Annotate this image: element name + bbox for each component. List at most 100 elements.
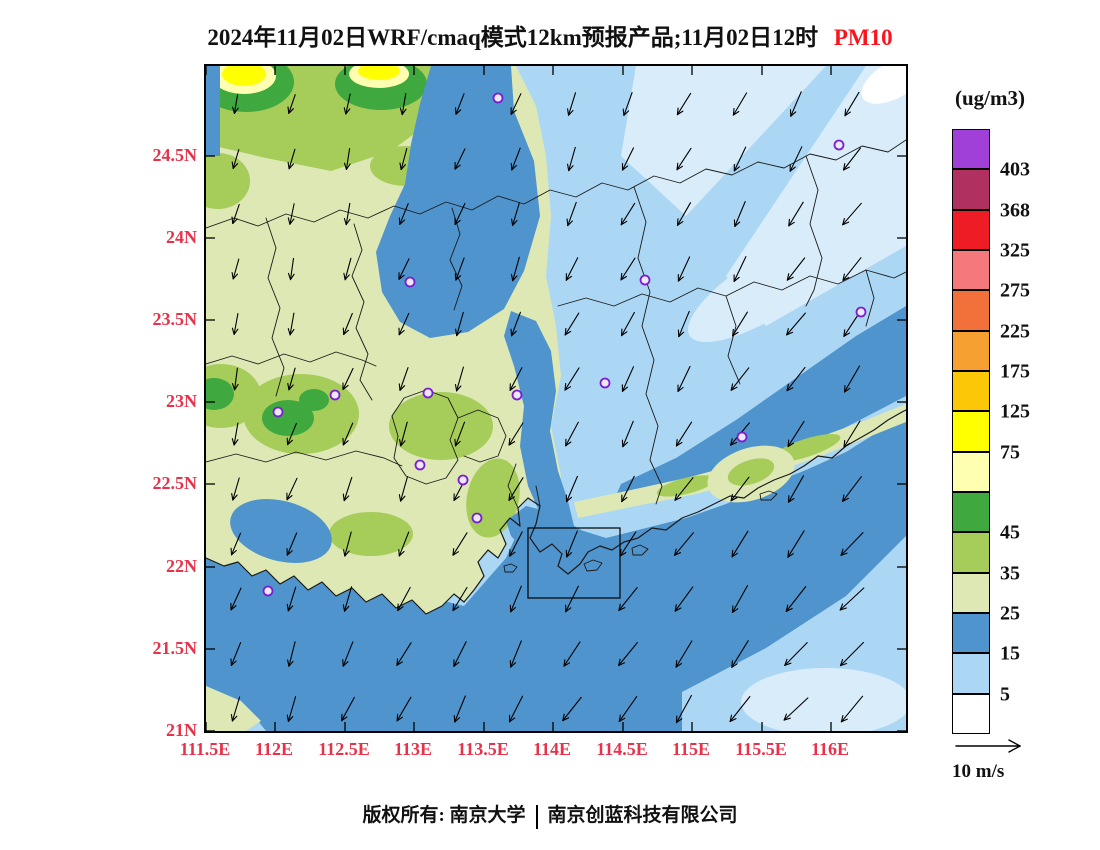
wind-arrow-head [288, 108, 294, 114]
lon-axis-label: 113.5E [457, 739, 509, 759]
lat-axis-label: 22.5N [152, 473, 198, 493]
legend-swatch [952, 451, 990, 492]
wind-arrow [452, 532, 468, 556]
wind-arrow-head [730, 383, 734, 391]
wind-arrow-head [288, 660, 294, 667]
legend-units: (ug/m3) [955, 86, 1025, 110]
wind-arrow-head [511, 330, 517, 337]
wind-arrow [231, 696, 241, 722]
wind-arrow-head [731, 608, 739, 613]
wind-arrow-head [784, 662, 792, 666]
wind-arrow [289, 203, 295, 225]
wind-arrow-head [396, 658, 399, 666]
wind-arrow-head [399, 162, 402, 171]
wind-arrow [568, 146, 576, 172]
legend-value: 175 [1000, 360, 1030, 383]
wind-arrow-head [232, 273, 239, 280]
legend-row: 175 [952, 330, 1030, 382]
wind-arrow-head [730, 386, 738, 391]
wind-arrow-head [452, 606, 460, 612]
wind-arrow [341, 696, 355, 722]
wind-arrow-head [508, 496, 516, 501]
wind-arrow [674, 532, 694, 556]
wind-arrow [675, 640, 693, 668]
wind-arrow-head [676, 162, 679, 171]
wind-arrow [787, 420, 805, 448]
wind-arrow-head [842, 217, 845, 226]
city-marker [329, 389, 341, 401]
wind-arrow-head [843, 387, 851, 393]
legend-swatch [952, 572, 990, 613]
wind-arrow-head [730, 497, 738, 502]
estuary-focus-box [527, 527, 621, 599]
wind-arrow [622, 420, 634, 448]
wind-arrow [453, 641, 467, 667]
wind-arrow-head [784, 658, 788, 666]
wind-arrow-head [562, 717, 570, 722]
legend-swatch [952, 129, 990, 170]
contour-fill-layer [206, 66, 906, 731]
wind-arrow [621, 366, 635, 392]
wind-arrow-head [675, 660, 678, 668]
wind-arrow-head [396, 713, 399, 722]
wind-arrow-head [400, 495, 406, 502]
wind-arrow [730, 367, 750, 391]
wind-arrow [618, 641, 638, 667]
wind-arrow [675, 421, 693, 447]
wind-arrow-head [620, 220, 628, 226]
wind-arrow [732, 311, 748, 337]
wind-arrow-head [786, 387, 794, 392]
wind-arrow-head [287, 659, 290, 667]
legend-swatch [952, 612, 990, 654]
wind-arrow [783, 697, 809, 721]
wind-arrow-head [840, 718, 848, 723]
wind-arrow-head [619, 549, 622, 557]
wind-arrow-head [345, 218, 351, 226]
wind-arrow [839, 641, 865, 667]
wind-arrow [400, 421, 408, 447]
wind-arrow [621, 147, 635, 171]
wind-arrow-head [783, 717, 791, 721]
wind-arrow-head [842, 166, 850, 171]
wind-arrow [342, 422, 354, 446]
legend-row [952, 451, 990, 493]
wind-arrow [734, 201, 746, 227]
wind-arrow-head [455, 275, 462, 281]
wind-arrow-head [565, 607, 572, 613]
wind-arrow-head [508, 441, 516, 446]
wind-arrow-head [567, 109, 574, 116]
wind-arrow-head [401, 108, 407, 116]
wind-arrow-head [342, 440, 349, 446]
wind-arrow-head [512, 275, 518, 282]
wind-arrow-head [454, 717, 461, 723]
legend-swatch [952, 249, 990, 291]
legend-row: 368 [952, 169, 1030, 221]
wind-arrow-head [454, 219, 461, 226]
wind-arrow-head [342, 384, 349, 391]
wind-arrow-head [230, 605, 237, 611]
wind-arrow [233, 94, 239, 114]
wind-arrow-head [398, 383, 401, 391]
wind-arrow-head [399, 438, 402, 447]
legend-value: 25 [1000, 602, 1020, 625]
wind-arrow-head [287, 161, 290, 170]
wind-arrow-head [621, 497, 628, 503]
wind-arrow-head [398, 548, 400, 557]
city-marker [492, 92, 504, 104]
wind-arrow [287, 422, 297, 446]
wind-arrow-head [787, 439, 790, 448]
wind-arrow [508, 422, 524, 446]
wind-arrow-head [398, 329, 405, 336]
footer-copyright: 版权所有: 南京大学 [362, 805, 526, 826]
wind-arrow-head [843, 329, 846, 337]
wind-arrow [621, 475, 635, 503]
wind-arrow-head [343, 272, 346, 281]
lon-axis-label: 114.5E [596, 739, 648, 759]
wind-arrow [287, 586, 297, 612]
wind-arrow-head [287, 328, 291, 336]
legend-value: 75 [1000, 441, 1020, 464]
wind-arrow-head [508, 493, 511, 501]
lon-axis-label: 112.5E [318, 739, 370, 759]
wind-arrow-head [567, 220, 573, 227]
legend-swatch [952, 532, 990, 573]
